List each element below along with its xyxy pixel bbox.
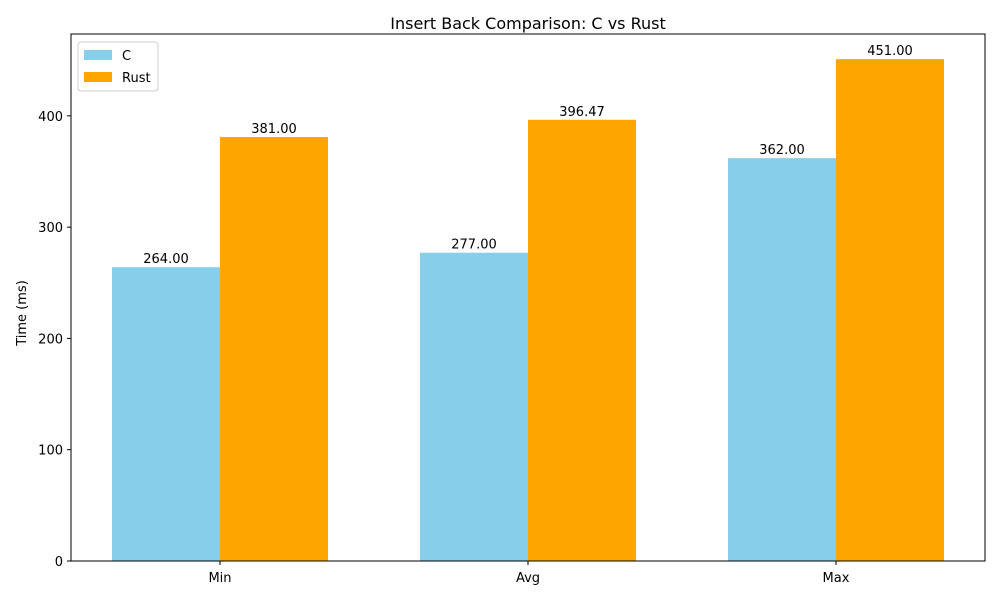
- legend-swatch-c: [84, 50, 112, 60]
- x-tick-label: Avg: [516, 571, 540, 586]
- bar-rust-max: [836, 59, 944, 561]
- bar-c-avg: [420, 252, 528, 561]
- bar-c-max: [728, 158, 836, 561]
- bar-value-label: 451.00: [867, 44, 913, 59]
- legend: C Rust: [77, 41, 159, 92]
- bar-value-label: 362.00: [759, 143, 805, 158]
- bar-rust-min: [220, 136, 328, 561]
- x-axis: Min Avg Max: [208, 561, 850, 586]
- bar-value-label: 396.47: [559, 105, 605, 120]
- x-tick-label: Max: [823, 571, 850, 586]
- bar-value-label: 277.00: [451, 238, 497, 253]
- y-tick-label: 300: [38, 221, 63, 236]
- legend-label-c: C: [122, 49, 131, 64]
- bars-layer: [112, 59, 944, 561]
- bar-rust-avg: [528, 119, 636, 561]
- bar-value-label: 381.00: [251, 122, 297, 137]
- y-axis: 0 100 200 300 400: [38, 110, 71, 570]
- bar-c-min: [112, 267, 220, 561]
- y-tick-label: 400: [38, 110, 63, 125]
- plot-frame: [70, 33, 986, 562]
- bar-labels-layer: 264.00 381.00 277.00 396.47 362.00 451.00: [143, 44, 913, 267]
- x-tick-label: Min: [208, 571, 231, 586]
- legend-swatch-rust: [84, 72, 112, 82]
- y-tick-label: 0: [55, 555, 63, 570]
- bar-value-label: 264.00: [143, 252, 189, 267]
- y-axis-label: Time (ms): [15, 280, 30, 347]
- chart-title: Insert Back Comparison: C vs Rust: [390, 14, 665, 33]
- y-tick-label: 200: [38, 332, 63, 347]
- legend-label-rust: Rust: [122, 71, 151, 86]
- y-tick-label: 100: [38, 444, 63, 459]
